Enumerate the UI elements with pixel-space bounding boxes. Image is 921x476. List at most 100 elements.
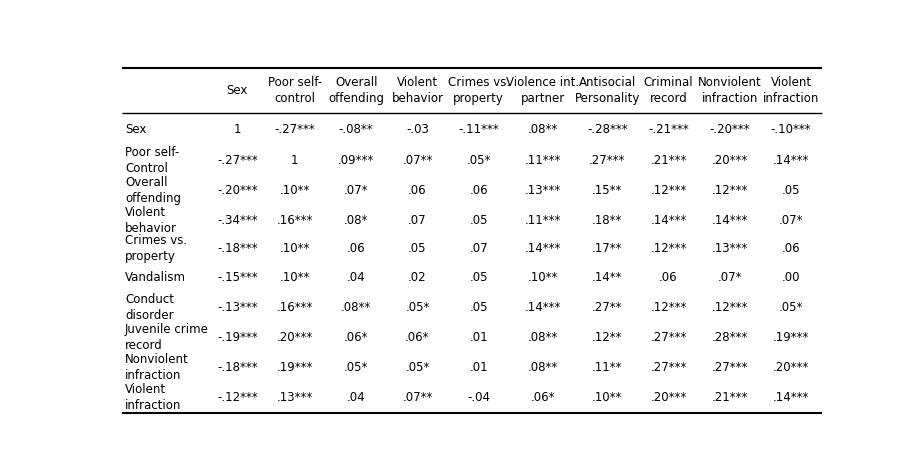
Text: .13***: .13*** [277,391,313,404]
Text: .27***: .27*** [589,154,625,167]
Text: Violent
infraction: Violent infraction [763,76,820,105]
Text: .27***: .27*** [650,361,687,374]
Text: .06: .06 [470,184,488,197]
Text: .07: .07 [470,242,488,255]
Text: -.08**: -.08** [339,123,374,136]
Text: .13***: .13*** [712,242,748,255]
Text: .06: .06 [408,184,426,197]
Text: .14***: .14*** [712,214,748,227]
Text: .06: .06 [347,242,366,255]
Text: Violent
behavior: Violent behavior [391,76,443,105]
Text: Crimes vs.
property: Crimes vs. property [448,76,510,105]
Text: Violent
infraction: Violent infraction [125,383,181,412]
Text: .16***: .16*** [276,301,313,314]
Text: .14***: .14*** [525,301,561,314]
Text: .18**: .18** [592,214,623,227]
Text: -.21***: -.21*** [648,123,689,136]
Text: .05: .05 [470,214,488,227]
Text: Juvenile crime
record: Juvenile crime record [125,323,209,352]
Text: Vandalism: Vandalism [125,271,186,284]
Text: .05*: .05* [405,301,429,314]
Text: .20***: .20*** [277,331,313,344]
Text: .14***: .14*** [525,242,561,255]
Text: .08*: .08* [344,214,368,227]
Text: .06: .06 [659,271,678,284]
Text: .20***: .20*** [712,154,748,167]
Text: .14***: .14*** [650,214,687,227]
Text: .11***: .11*** [525,214,561,227]
Text: -.28***: -.28*** [587,123,627,136]
Text: .13***: .13*** [525,184,561,197]
Text: 1: 1 [291,154,298,167]
Text: -.27***: -.27*** [274,123,315,136]
Text: .11***: .11*** [525,154,561,167]
Text: .05: .05 [470,301,488,314]
Text: .12***: .12*** [650,301,687,314]
Text: -.19***: -.19*** [217,331,258,344]
Text: .21***: .21*** [650,154,687,167]
Text: -.03: -.03 [406,123,429,136]
Text: .08**: .08** [341,301,371,314]
Text: .10**: .10** [280,271,310,284]
Text: Violence int.
partner: Violence int. partner [507,76,579,105]
Text: .01: .01 [470,361,488,374]
Text: Sex: Sex [125,123,146,136]
Text: .10**: .10** [280,242,310,255]
Text: .16***: .16*** [276,214,313,227]
Text: .07: .07 [408,214,426,227]
Text: Overall
offending: Overall offending [328,76,384,105]
Text: -.10***: -.10*** [771,123,811,136]
Text: .01: .01 [470,331,488,344]
Text: -.11***: -.11*** [459,123,499,136]
Text: .19***: .19*** [773,331,810,344]
Text: .05*: .05* [405,361,429,374]
Text: .12***: .12*** [712,301,748,314]
Text: .05*: .05* [467,154,491,167]
Text: .07*: .07* [344,184,368,197]
Text: .27***: .27*** [712,361,748,374]
Text: .08**: .08** [528,331,558,344]
Text: Antisocial
Personality: Antisocial Personality [575,76,640,105]
Text: Criminal
record: Criminal record [644,76,694,105]
Text: Crimes vs.
property: Crimes vs. property [125,234,187,263]
Text: .02: .02 [408,271,426,284]
Text: .12**: .12** [592,331,623,344]
Text: .27**: .27** [592,301,623,314]
Text: .05: .05 [782,184,800,197]
Text: -.20***: -.20*** [709,123,750,136]
Text: .21***: .21*** [712,391,748,404]
Text: .14***: .14*** [773,391,810,404]
Text: .08**: .08** [528,123,558,136]
Text: Sex: Sex [227,84,248,97]
Text: .28***: .28*** [712,331,748,344]
Text: Nonviolent
infraction: Nonviolent infraction [125,353,189,382]
Text: -.18***: -.18*** [217,242,258,255]
Text: .10**: .10** [280,184,310,197]
Text: .05: .05 [470,271,488,284]
Text: .05*: .05* [344,361,368,374]
Text: .11**: .11** [592,361,623,374]
Text: .12***: .12*** [650,184,687,197]
Text: .14**: .14** [592,271,623,284]
Text: Overall
offending: Overall offending [125,176,181,205]
Text: .10**: .10** [528,271,558,284]
Text: Poor self-
Control: Poor self- Control [125,146,180,175]
Text: .12***: .12*** [650,242,687,255]
Text: .14***: .14*** [773,154,810,167]
Text: .17**: .17** [592,242,623,255]
Text: .20***: .20*** [773,361,810,374]
Text: .07**: .07** [402,391,433,404]
Text: .07*: .07* [779,214,803,227]
Text: .07**: .07** [402,154,433,167]
Text: .05: .05 [408,242,426,255]
Text: -.15***: -.15*** [217,271,258,284]
Text: .20***: .20*** [650,391,687,404]
Text: -.20***: -.20*** [217,184,258,197]
Text: 1: 1 [234,123,241,136]
Text: .27***: .27*** [650,331,687,344]
Text: -.34***: -.34*** [217,214,258,227]
Text: .10**: .10** [592,391,623,404]
Text: .15**: .15** [592,184,623,197]
Text: .12***: .12*** [712,184,748,197]
Text: -.18***: -.18*** [217,361,258,374]
